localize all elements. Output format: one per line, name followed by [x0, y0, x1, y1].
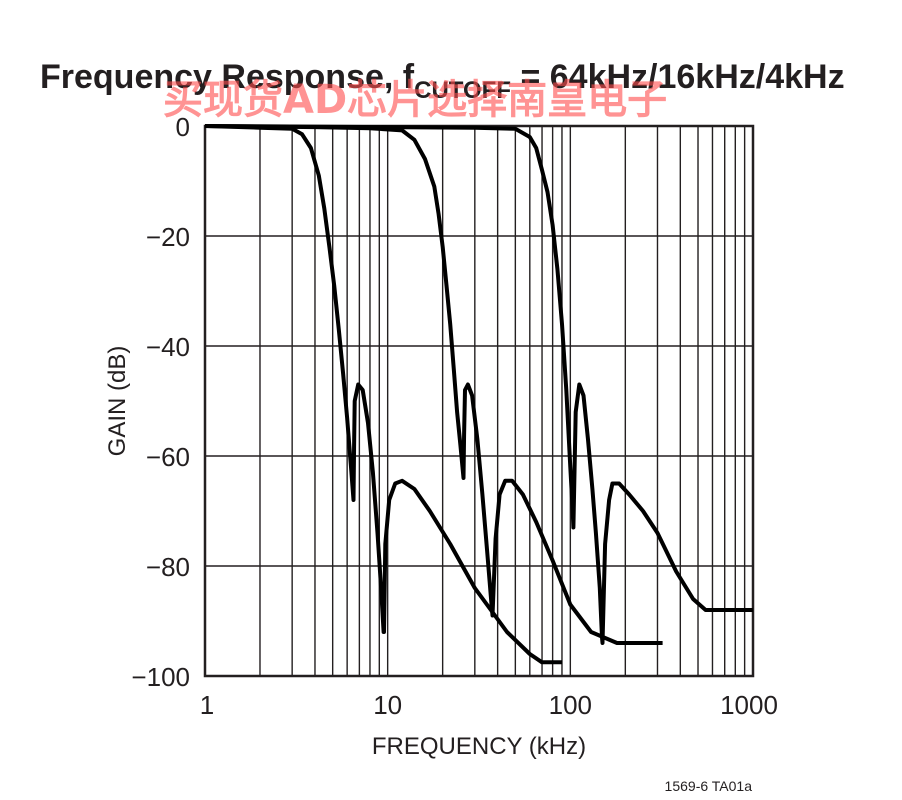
y-tick-labels: 0 −20 −40 −60 −80 −100 [131, 112, 190, 692]
figure-code: 1569-6 TA01a [665, 778, 753, 794]
series-line-3 [204, 124, 753, 645]
x-tick-label: 1000 [720, 690, 778, 720]
y-tick-label: −60 [146, 442, 190, 472]
x-axis-label: FREQUENCY (kHz) [372, 733, 586, 760]
y-axis-label: GAIN (dB) [104, 346, 131, 457]
series-line-1 [204, 124, 562, 665]
y-tick-label: 0 [176, 112, 190, 142]
series-line-2 [204, 124, 663, 645]
x-tick-label: 1 [200, 690, 214, 720]
y-tick-label: −40 [146, 332, 190, 362]
watermark: 买现货AD芯片选择南皇电子 [163, 77, 667, 123]
y-tick-label: −80 [146, 552, 190, 582]
y-tick-label: −20 [146, 222, 190, 252]
chart-title-suffix: = 64kHz/16kHz/4kHz [511, 58, 845, 96]
chart-title: Frequency Response, fCUTOFF = 64kHz/16kH… [40, 58, 845, 104]
curves [204, 124, 753, 665]
chart-title-subscript: CUTOFF [414, 77, 511, 104]
x-tick-label: 100 [549, 690, 592, 720]
chart-title-main: Frequency Response, f [40, 58, 415, 96]
x-tick-label: 10 [373, 690, 402, 720]
y-tick-label: −100 [131, 662, 190, 692]
x-tick-labels: 1 10 100 1000 [200, 690, 778, 720]
